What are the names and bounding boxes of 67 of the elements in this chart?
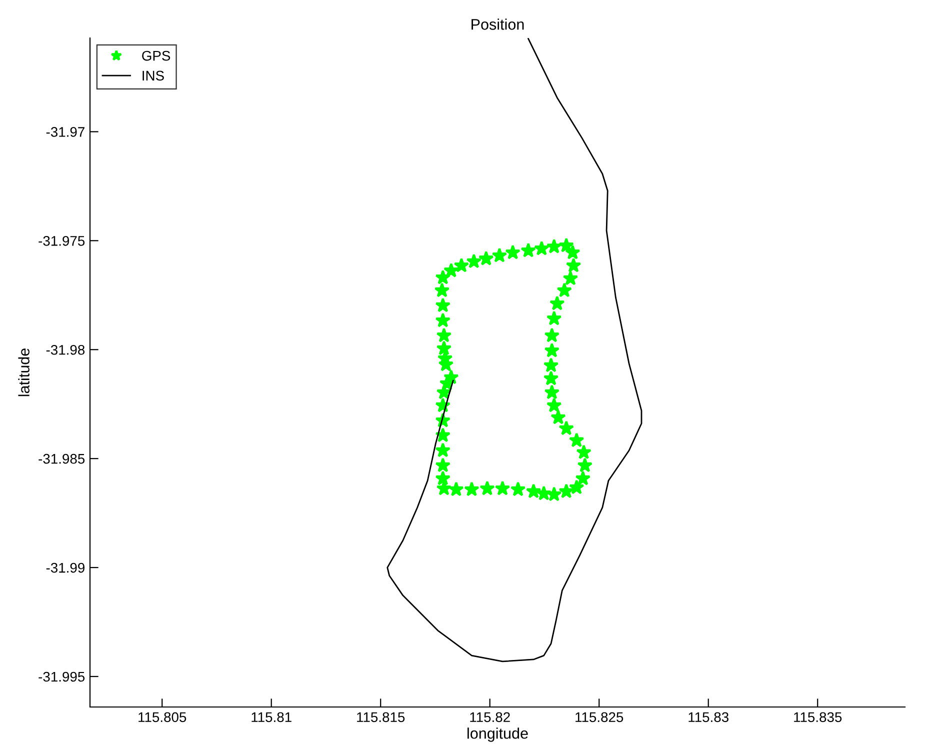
point: [436, 340, 452, 356]
y-tick-label: -31.98: [46, 344, 85, 355]
point: [536, 486, 552, 500]
point: [478, 250, 494, 266]
point: [550, 296, 565, 310]
point: [494, 480, 510, 496]
point: [464, 482, 480, 496]
point: [544, 328, 560, 342]
legend-label: INS: [142, 70, 164, 81]
point: [566, 258, 582, 272]
point: [434, 282, 450, 298]
x-axis-title: longitude: [468, 728, 528, 742]
point: [546, 398, 562, 412]
point: [568, 432, 584, 448]
point: [546, 486, 562, 502]
point: [435, 458, 451, 472]
x-tick-label: 115.835: [794, 712, 842, 722]
y-tick-label: -31.975: [38, 236, 85, 246]
line-series: [386, 38, 642, 662]
point: [568, 480, 584, 494]
point: [436, 328, 452, 342]
point: [546, 238, 562, 254]
x-tick-label: 115.83: [688, 712, 728, 722]
point: [558, 238, 574, 252]
legend-label: GPS: [142, 50, 170, 61]
point: [435, 270, 451, 284]
point: [505, 244, 520, 260]
y-tick-label: -31.99: [46, 562, 84, 573]
point: [543, 358, 559, 372]
point: [520, 242, 536, 258]
y-tick-label: -31.985: [38, 454, 85, 464]
point: [577, 458, 593, 472]
point: [435, 427, 451, 442]
point: [576, 444, 592, 460]
x-tick-label: 115.81: [252, 712, 292, 722]
point: [480, 480, 495, 496]
point: [436, 480, 452, 496]
point: [444, 262, 459, 278]
point: [466, 254, 482, 268]
point: [534, 240, 550, 256]
point: [544, 384, 560, 400]
point: [526, 483, 542, 498]
x-tick-label: 115.82: [470, 712, 510, 722]
point: [543, 370, 559, 386]
point: [454, 258, 470, 272]
point: [550, 410, 566, 424]
point: [510, 482, 526, 496]
y-tick-label: -31.995: [38, 672, 85, 682]
point: [546, 310, 562, 326]
point: [492, 248, 508, 262]
x-tick-label: 115.815: [357, 712, 405, 722]
point: [435, 470, 451, 486]
point: [558, 420, 574, 436]
point: [435, 298, 451, 312]
point: [562, 270, 578, 286]
x-tick-label: 115.825: [576, 712, 624, 722]
point: [435, 442, 451, 458]
y-tick-label: -31.97: [46, 127, 84, 137]
point: [556, 282, 572, 298]
point: [558, 483, 574, 498]
point: [448, 482, 464, 496]
point: [435, 312, 451, 328]
x-tick-label: 115.805: [138, 712, 186, 722]
point: [575, 470, 591, 486]
y-axis-title: latitude: [18, 348, 30, 396]
point: [544, 342, 560, 358]
chart-title: Position: [472, 18, 524, 30]
